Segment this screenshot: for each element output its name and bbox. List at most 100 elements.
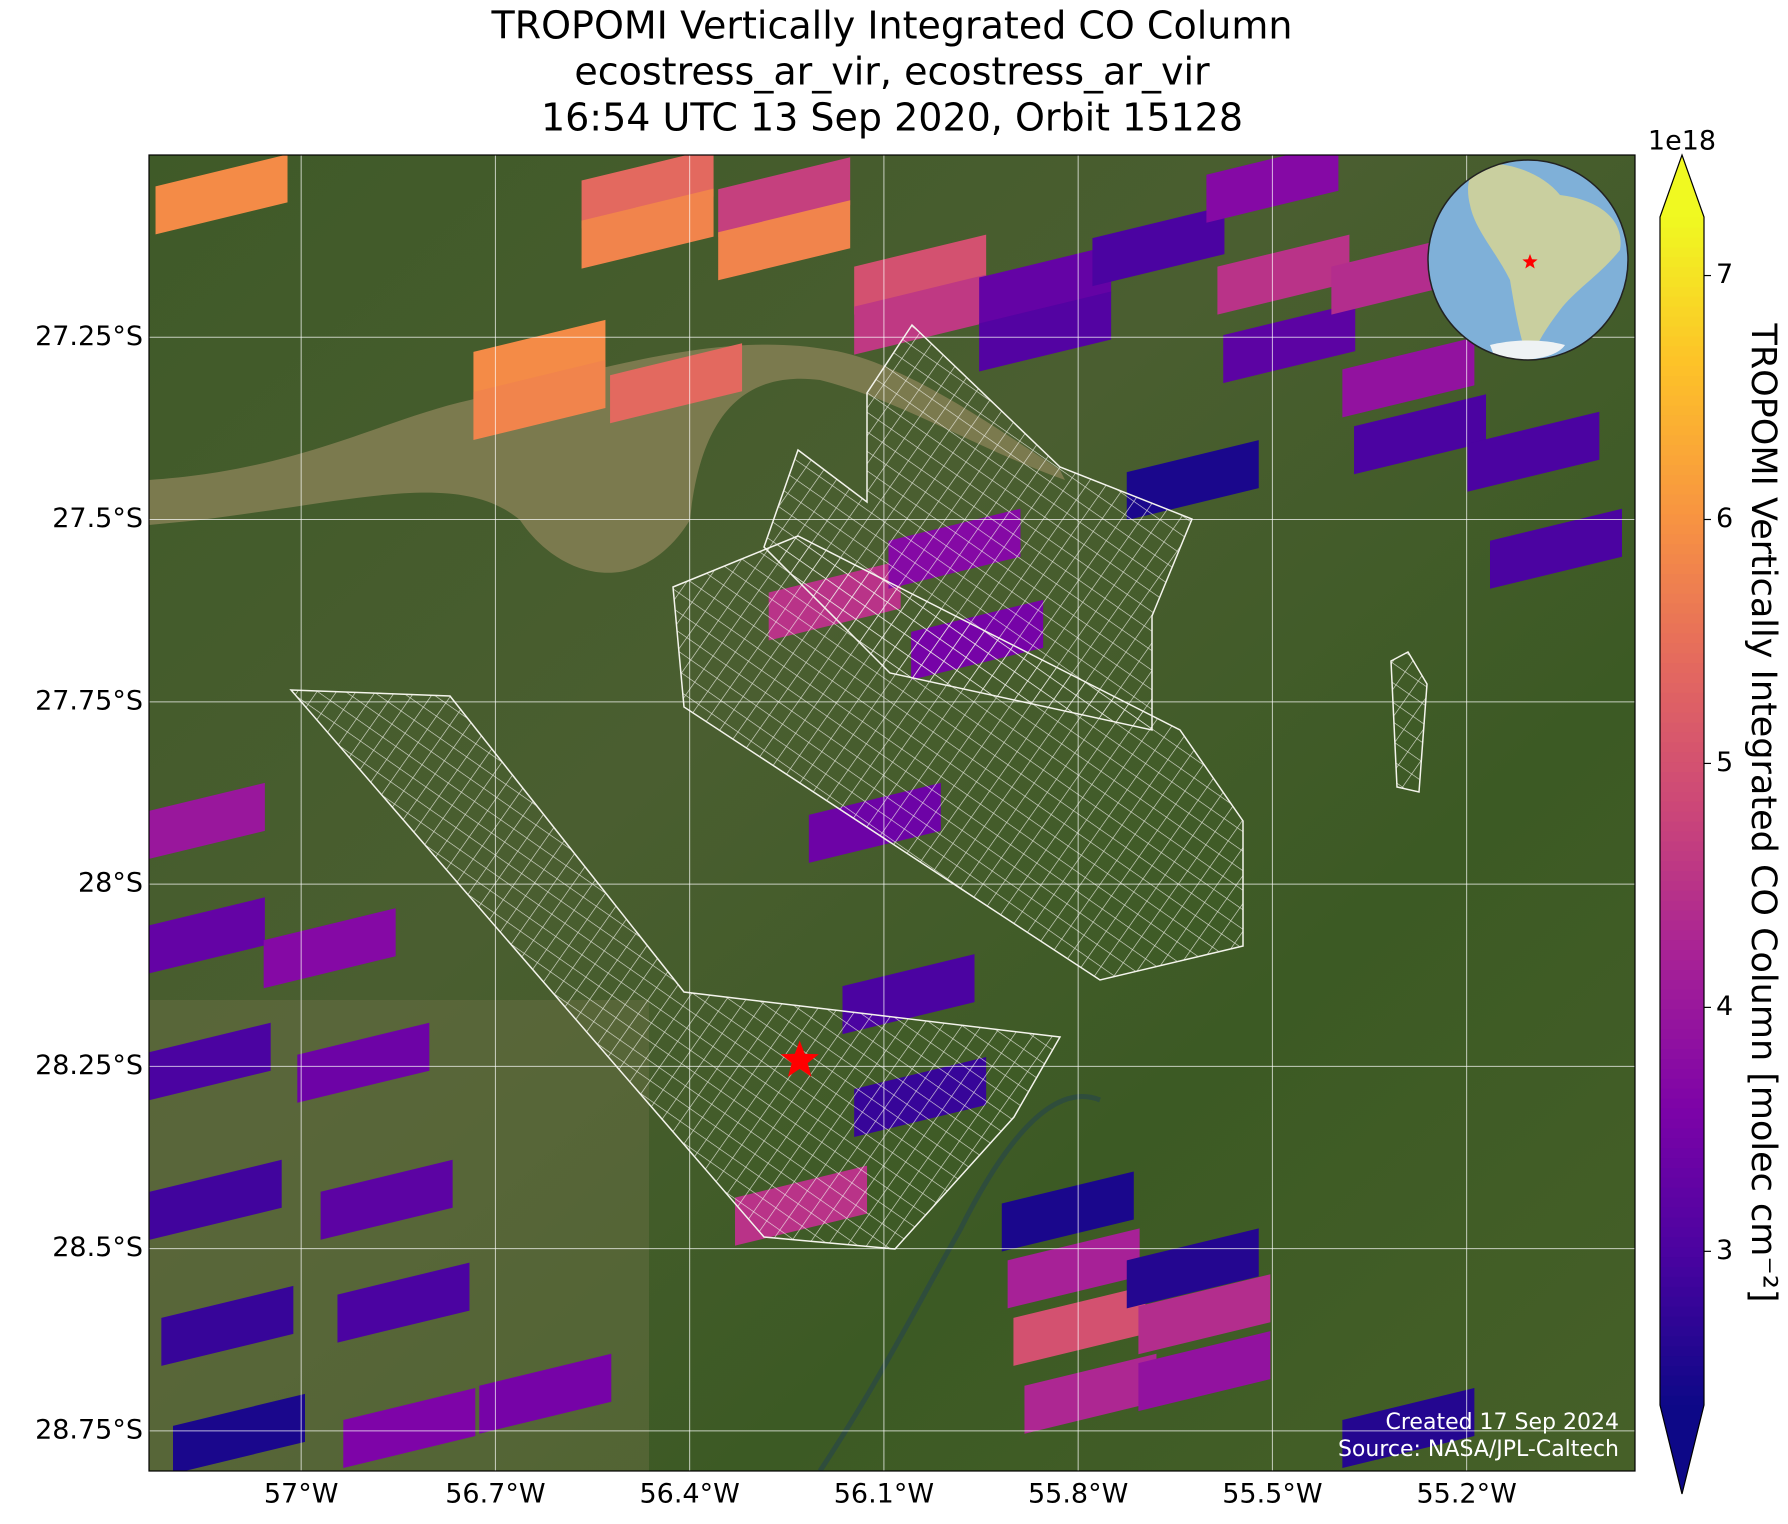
co-pixel [1354, 394, 1487, 475]
credit-text: Source: NASA/JPL-Caltech [1338, 1437, 1619, 1462]
colorbar-segment [1660, 316, 1704, 327]
colorbar-segment [1660, 791, 1704, 802]
colorbar-segment [1660, 731, 1704, 743]
co-pixel [149, 782, 265, 859]
colorbar-segment [1660, 464, 1704, 475]
colorbar-segment [1660, 543, 1704, 555]
colorbar-segment [1660, 1117, 1704, 1129]
ecostress-swath [289, 689, 1062, 1250]
colorbar-segment [1660, 335, 1704, 347]
colorbar-segment [1660, 603, 1704, 614]
co-pixel [1342, 1387, 1475, 1468]
credit-text: Created 17 Sep 2024 [1386, 1410, 1620, 1435]
colorbar-segment [1660, 1365, 1704, 1376]
colorbar-segment [1660, 306, 1704, 317]
colorbar-segment [1660, 375, 1704, 386]
colorbar-segment [1660, 1385, 1704, 1396]
co-pixel [1138, 1331, 1271, 1412]
colorbar-segment [1660, 1306, 1704, 1317]
x-tick-label: 55.2°W [1416, 1479, 1516, 1510]
colorbar-segment [1660, 325, 1704, 337]
co-pixel [1092, 206, 1225, 287]
colorbar-segment [1660, 989, 1704, 1000]
colorbar-segment [1660, 613, 1704, 624]
colorbar-segment [1660, 385, 1704, 396]
river [817, 1094, 1101, 1471]
colorbar-segment [1660, 246, 1704, 258]
colorbar-segment [1660, 672, 1704, 683]
colorbar-segment [1660, 355, 1704, 367]
colorbar-segment [1660, 850, 1704, 862]
colorbar-segment [1660, 801, 1704, 812]
colorbar-segment [1660, 1226, 1704, 1238]
colorbar-segment [1660, 1167, 1704, 1178]
colorbar-segment [1660, 1127, 1704, 1139]
y-tick-label: 28°S [78, 868, 143, 899]
colorbar-segment [1660, 415, 1704, 426]
colorbar-segment [1660, 424, 1704, 436]
colorbar-segment [1660, 751, 1704, 763]
colorbar-segment [1660, 434, 1704, 446]
co-pixel [155, 155, 288, 235]
colorbar-segment [1660, 632, 1704, 644]
colorbar-extend-max [1660, 155, 1704, 217]
colorbar-segment [1660, 236, 1704, 248]
co-pixel [337, 1262, 470, 1343]
y-tick-label: 27.5°S [52, 503, 143, 534]
globe-land [1468, 163, 1621, 360]
co-pixel [1217, 234, 1350, 315]
co-pixel [297, 1022, 430, 1103]
colorbar-segment [1660, 1246, 1704, 1258]
colorbar-segment [1660, 692, 1704, 703]
co-pixel [610, 343, 743, 424]
colorbar-extend-min [1660, 1405, 1704, 1494]
colorbar-segment [1660, 1137, 1704, 1149]
co-pixel [1467, 411, 1600, 492]
co-pixel [1126, 440, 1259, 521]
co-pixel [473, 359, 606, 440]
x-tick-label: 56.4°W [639, 1479, 739, 1510]
x-tick-label: 56.1°W [834, 1479, 934, 1510]
colorbar-segment [1660, 1157, 1704, 1168]
co-pixel [343, 1387, 476, 1468]
colorbar-segment [1660, 563, 1704, 574]
y-tick-label: 27.25°S [35, 321, 143, 352]
colorbar-outline [1659, 153, 1705, 1495]
colorbar-segment [1660, 514, 1704, 525]
colorbar-label: TROPOMI Vertically Integrated CO Column … [1743, 322, 1783, 1302]
colorbar-segment [1660, 830, 1704, 842]
co-pixel [1342, 337, 1475, 418]
colorbar-segment [1660, 1335, 1704, 1347]
colorbar-segment [1660, 1315, 1704, 1327]
colorbar-segment [1660, 642, 1704, 654]
ecostress-swaths [289, 323, 1428, 1250]
co-pixel [854, 274, 987, 355]
co-pixel [161, 1285, 294, 1366]
ecostress-swath [1390, 651, 1428, 793]
colorbar-segment [1660, 900, 1704, 911]
colorbar-tick-label: 7 [1716, 259, 1733, 290]
colorbar-segment [1660, 1207, 1704, 1218]
colorbar-segment [1660, 405, 1704, 416]
co-pixel [718, 157, 851, 238]
colorbar-segment [1660, 761, 1704, 772]
colorbar-segment [1660, 345, 1704, 357]
y-tick-label: 27.75°S [35, 685, 143, 716]
colorbar-segment [1660, 1177, 1704, 1188]
colorbar-segment [1660, 712, 1704, 723]
y-tick-label: 28.25°S [35, 1050, 143, 1081]
colorbar-segment [1660, 939, 1704, 951]
colorbar-segment [1660, 652, 1704, 664]
co-pixel [1024, 1353, 1157, 1434]
colorbar-segment [1660, 395, 1704, 406]
colorbar-segment [1660, 999, 1704, 1010]
globe-site-marker [1522, 254, 1538, 269]
colorbar-segment [1660, 811, 1704, 822]
site-marker [780, 1040, 819, 1077]
co-pixel [173, 1393, 306, 1471]
colorbar-segment [1660, 1018, 1704, 1030]
colorbar-segment [1660, 1375, 1704, 1386]
co-pixel [1001, 1171, 1134, 1252]
